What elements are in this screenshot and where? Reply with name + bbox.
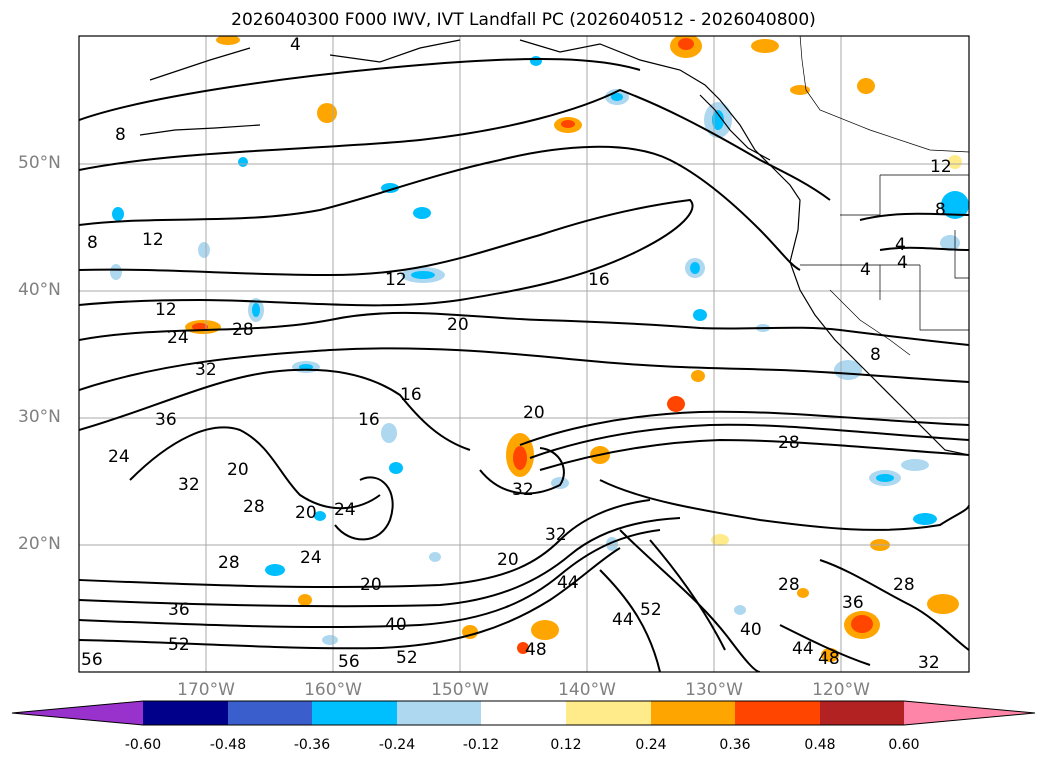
- contour-label: 12: [385, 270, 407, 290]
- contour-label: 8: [935, 200, 946, 220]
- coastlines: [139, 36, 969, 456]
- contour-label: 52: [396, 648, 418, 668]
- contour-label: 12: [142, 230, 164, 250]
- contour-label: 20: [360, 575, 382, 595]
- colorbar-tick-label: -0.60: [124, 737, 162, 753]
- contour-label: 44: [612, 610, 634, 630]
- colorbar-tick-label: -0.36: [293, 737, 331, 753]
- contour-label: 4: [897, 253, 908, 273]
- contour-label: 16: [358, 410, 380, 430]
- contour-label: 48: [818, 649, 840, 669]
- contour-labels: 4 8 8 12 12 12 16 16 16 20 20 20 20 20 2…: [81, 35, 952, 673]
- colorbar-tick-label: -0.48: [209, 737, 247, 753]
- contour-label: 12: [930, 157, 952, 177]
- contour-label: 24: [300, 548, 322, 568]
- colorbar-tick-label: 0.36: [719, 737, 751, 753]
- contour-label: 24: [334, 500, 356, 520]
- contour-label: 16: [400, 385, 422, 405]
- longitude-label: 160°W: [304, 680, 362, 700]
- iwv-contours: [79, 57, 969, 672]
- contour-label: 28: [232, 320, 254, 340]
- colorbar-tick-label: 0.60: [888, 737, 920, 753]
- map-title: 2026040300 F000 IWV, IVT Landfall PC (20…: [231, 10, 816, 30]
- contour-label: 20: [523, 403, 545, 423]
- contour-label: 32: [178, 475, 200, 495]
- colorbar-tick-label: 0.24: [635, 737, 667, 753]
- colorbar-tick-label: 0.12: [550, 737, 582, 753]
- contour-label: 36: [168, 600, 190, 620]
- contour-label: 28: [778, 433, 800, 453]
- contour-label: 52: [640, 600, 662, 620]
- colorbar-segment: [735, 701, 820, 725]
- map-panel: 4 8 8 12 12 12 16 16 16 20 20 20 20 20 2…: [79, 35, 969, 673]
- contour-label: 52: [168, 635, 190, 655]
- colorbar-segment: [820, 701, 904, 725]
- longitude-label: 120°W: [812, 680, 870, 700]
- contour-label: 32: [545, 525, 567, 545]
- latitude-label: 40°N: [18, 280, 61, 300]
- contour-label: 4: [895, 235, 906, 255]
- graticule: [79, 36, 969, 672]
- contour-label: 24: [108, 447, 130, 467]
- contour-label: 36: [842, 593, 864, 613]
- contour-label: 20: [447, 315, 469, 335]
- colorbar-segment: [481, 701, 566, 725]
- colorbar-extend-min: [12, 701, 143, 725]
- colorbar-segment: [228, 701, 312, 725]
- contour-label: 48: [525, 640, 547, 660]
- colorbar-segment: [143, 701, 228, 725]
- contour-label: 8: [115, 125, 126, 145]
- contour-label: 24: [167, 328, 189, 348]
- longitude-label: 130°W: [685, 680, 743, 700]
- contour-label: 4: [860, 260, 871, 280]
- contour-label: 56: [81, 650, 103, 670]
- map-frame: [78, 35, 970, 673]
- contour-label: 4: [290, 35, 301, 55]
- contour-label: 28: [778, 575, 800, 595]
- contour-label: 28: [218, 553, 240, 573]
- contour-label: 44: [792, 639, 814, 659]
- contour-label: 28: [243, 497, 265, 517]
- contour-label: 20: [497, 550, 519, 570]
- colorbar-segment: [312, 701, 397, 725]
- contour-label: 20: [227, 460, 249, 480]
- latitude-label: 20°N: [18, 534, 61, 554]
- longitude-label: 140°W: [558, 680, 616, 700]
- latitude-label: 30°N: [18, 407, 61, 427]
- contour-label: 40: [740, 620, 762, 640]
- contour-label: 20: [295, 503, 317, 523]
- colorbar-segment: [397, 701, 481, 725]
- contour-label: 12: [155, 300, 177, 320]
- colorbar-segment: [566, 701, 651, 725]
- longitude-label: 150°W: [431, 680, 489, 700]
- colorbar-extend-max: [904, 701, 1035, 725]
- colorbar-tick-label: -0.12: [462, 737, 500, 753]
- contour-label: 28: [893, 575, 915, 595]
- colorbar-tick-label: 0.48: [804, 737, 836, 753]
- contour-label: 44: [557, 573, 579, 593]
- latitude-label: 50°N: [18, 153, 61, 173]
- contour-label: 16: [588, 270, 610, 290]
- contour-label: 40: [385, 615, 407, 635]
- contour-label: 8: [870, 345, 881, 365]
- contour-label: 32: [918, 653, 940, 673]
- contour-label: 32: [195, 360, 217, 380]
- colorbar: [11, 700, 1036, 726]
- longitude-label: 170°W: [177, 680, 235, 700]
- contour-label: 36: [155, 410, 177, 430]
- contour-label: 8: [87, 233, 98, 253]
- colorbar-segment: [651, 701, 735, 725]
- contour-label: 56: [338, 652, 360, 672]
- contour-label: 32: [512, 480, 534, 500]
- colorbar-tick-label: -0.24: [378, 737, 416, 753]
